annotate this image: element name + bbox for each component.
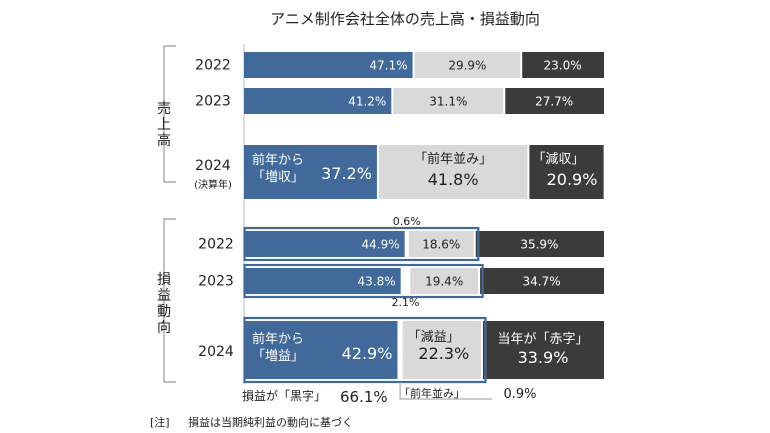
sales-2022-seg-0 — [244, 52, 413, 78]
profit-label-2: 19.4% — [425, 275, 463, 289]
profit-2023-seg-3 — [480, 268, 604, 294]
profit-gap-note-2024: 「前年並み」 — [399, 386, 465, 400]
profit-outline-2024 — [243, 316, 487, 384]
profit-label-3: 34.7% — [522, 275, 560, 289]
sales-note-2: 「減収」 — [532, 151, 584, 167]
bracket-sales — [163, 45, 176, 183]
sales-label-1: 29.9% — [448, 59, 486, 73]
sales-note-0: 前年から「増収」 — [252, 152, 304, 185]
profit-note-2: 「減益」 — [408, 329, 460, 345]
sales-2023-seg-0 — [244, 88, 392, 114]
group-label-profit: 損益動向 — [157, 272, 171, 336]
sales-label-1: 41.8% — [428, 170, 479, 189]
sales-label-2: 23.0% — [544, 59, 582, 73]
profit-outline-2023 — [243, 263, 484, 299]
profit-label-3: 35.9% — [520, 238, 558, 252]
profit-note-0: 前年から「増益」 — [252, 331, 304, 364]
profit-gap-label-2024: 0.9% — [503, 387, 536, 402]
profit-label-0: 42.9% — [342, 344, 393, 363]
bracket-profit — [163, 218, 176, 383]
black-profit-value: 66.1% — [340, 388, 388, 406]
profit-label-0: 43.8% — [358, 275, 396, 289]
profit-2023-seg-1 — [401, 268, 410, 294]
profit-2024-seg-2 — [402, 321, 481, 379]
sales-2022-seg-2 — [522, 52, 604, 78]
sales-label-2: 27.7% — [535, 95, 573, 109]
profit-gap-callout — [399, 382, 492, 400]
sales-label-1: 31.1% — [429, 95, 467, 109]
profit-2023-seg-0 — [244, 268, 401, 294]
profit-2023-seg-2 — [410, 268, 479, 294]
chart-title: アニメ制作会社全体の売上高・損益動向 — [270, 10, 540, 28]
profit-2022-seg-3 — [475, 231, 604, 257]
sales-label-2: 20.9% — [547, 170, 598, 189]
profit-2022-seg-2 — [408, 231, 474, 257]
profit-outline-2022 — [243, 226, 480, 262]
sales-year-2023: 2023 — [195, 94, 231, 110]
profit-gap-label-2022: 0.6% — [393, 215, 421, 228]
black-profit-label: 損益が「黒字」 — [242, 388, 326, 403]
profit-note-3: 当年が「赤字」 — [497, 332, 588, 347]
sales-2023-seg-1 — [393, 88, 504, 114]
footnote-label: [注] — [150, 415, 170, 429]
footnote-text: 損益は当期純利益の動向に基づく — [188, 415, 353, 429]
sales-year-2024: 2024 — [195, 158, 231, 174]
profit-2024-seg-3 — [482, 321, 604, 379]
profit-gap-label-2023: 2.1% — [391, 296, 419, 309]
profit-2022-seg-1 — [405, 231, 408, 257]
sales-label-0: 47.1% — [369, 59, 407, 73]
sales-2024-seg-1 — [378, 145, 528, 199]
sales-label-0: 41.2% — [348, 95, 386, 109]
sales-note-1: 「前年並み」 — [414, 151, 492, 167]
profit-label-2: 22.3% — [418, 344, 469, 363]
profit-year-2023: 2023 — [198, 274, 234, 290]
profit-2024-seg-1 — [398, 321, 402, 379]
sales-2024-seg-0 — [244, 145, 377, 199]
sales-year-2022: 2022 — [195, 58, 231, 74]
sales-year-sub: (決算年) — [194, 178, 232, 191]
profit-label-0: 44.9% — [362, 238, 400, 252]
profit-2022-seg-0 — [244, 231, 405, 257]
sales-2022-seg-1 — [414, 52, 521, 78]
profit-label-2: 18.6% — [422, 238, 460, 252]
profit-2024-seg-0 — [244, 321, 398, 379]
group-label-sales: 売上高 — [157, 101, 171, 149]
profit-year-2022: 2022 — [198, 237, 234, 253]
profit-label-3: 33.9% — [518, 348, 569, 367]
sales-label-0: 37.2% — [321, 164, 372, 183]
sales-2023-seg-2 — [505, 88, 604, 114]
sales-2024-seg-2 — [529, 145, 604, 199]
profit-year-2024: 2024 — [198, 344, 234, 360]
